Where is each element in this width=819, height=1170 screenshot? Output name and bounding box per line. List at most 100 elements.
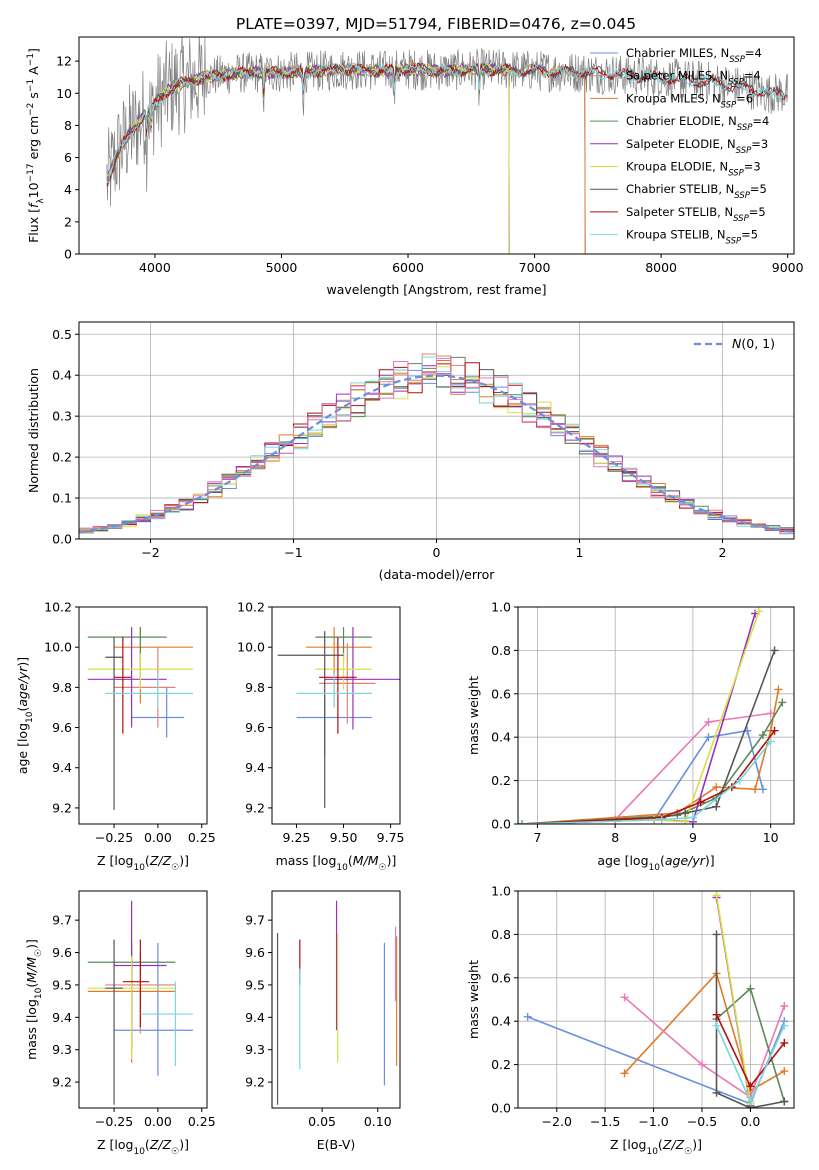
x-axis-label: Z [log10(Z/Z☉)] — [97, 853, 189, 873]
x-tick-label: 0.25 — [188, 1114, 216, 1129]
y-tick-label: 9.6 — [245, 720, 265, 735]
plot-area — [79, 353, 794, 539]
panel-age_vs_z: −0.25 0.00 0.25 9.2 9.4 9.6 9.8 10.0 10.2 Z [log1… — [15, 600, 216, 874]
plot-area — [87, 627, 193, 810]
weight-point-marker — [681, 809, 690, 818]
weight-point-marker — [712, 1088, 721, 1097]
y-tick-label: 6 — [64, 150, 72, 165]
x-axis-label: E(B-V) — [317, 1137, 356, 1152]
model-spectrum-line — [106, 62, 586, 254]
plot-area — [106, 37, 789, 254]
weight-point-marker — [712, 783, 721, 792]
y-tick-label: 0.3 — [52, 409, 72, 424]
y-tick-label: 0.1 — [52, 491, 72, 506]
x-tick-label: 6000 — [392, 260, 424, 275]
plot-area — [276, 900, 398, 1105]
legend-entry: Salpeter ELODIE, NSSP=3 — [626, 137, 768, 156]
panel-mass_vs_ebv: 0.05 0.10 9.2 9.3 9.4 9.5 9.6 9.7 E(B-V) — [245, 890, 401, 1152]
y-tick-label: 9.3 — [52, 1042, 72, 1057]
ticks: −2.0 −1.5 −1.0 −0.5 0.0 0.0 0.2 0.4 0.6 0.8 1.0 — [491, 884, 760, 1130]
model-spectrum-line — [106, 61, 788, 184]
weight-series-line — [521, 730, 776, 824]
x-tick-label: 0.00 — [144, 1114, 172, 1129]
weight-point-marker — [780, 1038, 789, 1047]
y-tick-label: 9.5 — [52, 977, 72, 992]
y-tick-label: 10.0 — [237, 640, 265, 655]
x-tick-label: −0.25 — [95, 830, 133, 845]
legend-entry: N(0, 1) — [732, 336, 775, 351]
x-tick-label: 1 — [576, 545, 584, 560]
panel-spectrum: 4000 5000 6000 7000 8000 9000 0 2 4 6 8 10 12 wavelen… — [26, 36, 804, 297]
plot-area — [518, 607, 787, 824]
ticks: 7 8 9 10 0.0 0.2 0.4 0.6 0.8 1.0 — [491, 600, 779, 846]
y-tick-label: 0.0 — [491, 1101, 511, 1116]
y-tick-label: 1.0 — [491, 600, 511, 615]
x-tick-label: −2.0 — [542, 1114, 572, 1129]
weight-point-marker — [620, 1069, 629, 1078]
y-tick-label: 9.4 — [245, 760, 265, 775]
weight-point-marker — [696, 798, 705, 807]
figure-title: PLATE=0397, MJD=51794, FIBERID=0476, z=0… — [236, 15, 636, 33]
x-tick-label: 7000 — [519, 260, 551, 275]
y-tick-label: 0.0 — [491, 817, 511, 832]
x-axis-label: Z [log10(Z/Z☉)] — [97, 1137, 189, 1157]
y-tick-label: 0.4 — [491, 730, 511, 745]
weight-point-marker — [780, 1002, 789, 1011]
panel-weight_vs_age: 7 8 9 10 0.0 0.2 0.4 0.6 0.8 1.0 age [log10(age/yr… — [466, 600, 795, 873]
x-tick-label: −1.0 — [638, 1114, 668, 1129]
y-tick-label: 2 — [64, 214, 72, 229]
panel-residuals: −2 −1 0 1 2 0.0 0.1 0.2 0.3 0.4 0.5 (data-model)/er… — [26, 321, 795, 582]
y-tick-label: 9.3 — [245, 1042, 265, 1057]
weight-point-marker — [780, 1097, 789, 1106]
weight-point-marker — [712, 1021, 721, 1030]
y-tick-label: 9.8 — [245, 680, 265, 695]
weight-point-marker — [770, 646, 779, 655]
x-tick-label: −1.5 — [590, 1114, 620, 1129]
y-tick-label: 10.2 — [237, 600, 265, 615]
axes-frame — [517, 890, 795, 1109]
y-tick-label: 0.6 — [491, 686, 511, 701]
model-spectrum-line — [106, 62, 510, 254]
axes-frame — [271, 890, 401, 1109]
weight-series-line — [521, 712, 771, 824]
weight-series-line — [623, 996, 786, 1099]
grid — [518, 890, 794, 1109]
x-tick-label: 0.0 — [740, 1114, 760, 1129]
x-tick-label: −0.25 — [95, 1114, 133, 1129]
legend-entry: Salpeter MILES, NSSP=4 — [626, 69, 761, 88]
x-axis-label: Z [log10(Z/Z☉)] — [610, 1137, 702, 1157]
weight-point-marker — [746, 1097, 755, 1106]
y-tick-label: 9.7 — [245, 913, 265, 928]
weight-point-marker — [518, 820, 526, 824]
legend-entry: Salpeter STELIB, NSSP=5 — [626, 205, 766, 224]
x-tick-label: 8000 — [645, 260, 677, 275]
y-tick-label: 9.8 — [52, 680, 72, 695]
plot-area — [523, 891, 789, 1108]
y-tick-label: 10.2 — [44, 600, 72, 615]
x-tick-label: 7 — [533, 830, 541, 845]
y-tick-label: 9.6 — [52, 720, 72, 735]
y-tick-label: 0.2 — [491, 773, 511, 788]
axes-frame — [78, 890, 208, 1109]
x-tick-label: 2 — [719, 545, 727, 560]
y-tick-label: 0.4 — [52, 368, 72, 383]
y-tick-label: 9.2 — [52, 1075, 72, 1090]
x-axis-label: mass [log10(M/M☉)] — [276, 853, 397, 873]
observed-spectrum — [106, 37, 789, 207]
x-axis-label: age [log10(age/yr)] — [597, 853, 714, 873]
weight-point-marker — [712, 891, 721, 900]
weight-series-line — [715, 895, 752, 1104]
y-tick-label: 9.4 — [245, 1010, 265, 1025]
y-tick-label: 10.0 — [44, 640, 72, 655]
weight-point-marker — [755, 607, 764, 616]
y-tick-label: 0.2 — [491, 1057, 511, 1072]
x-axis-label: wavelength [Angstrom, rest frame] — [326, 282, 546, 297]
axes-frame — [78, 606, 208, 825]
weight-point-marker — [774, 685, 783, 694]
weight-point-marker — [712, 930, 721, 939]
y-tick-label: 0.8 — [491, 643, 511, 658]
x-tick-label: 0.05 — [308, 1114, 336, 1129]
x-tick-label: 9 — [689, 830, 697, 845]
legend-entry: Chabrier MILES, NSSP=4 — [626, 46, 762, 65]
